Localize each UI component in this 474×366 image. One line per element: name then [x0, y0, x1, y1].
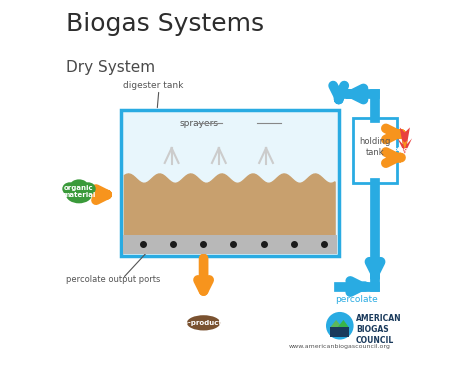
Bar — [123, 235, 337, 254]
Text: digester tank: digester tank — [123, 81, 183, 90]
Ellipse shape — [66, 186, 92, 203]
Polygon shape — [337, 320, 350, 328]
Ellipse shape — [187, 315, 220, 330]
Text: AMERICAN
BIOGAS
COUNCIL: AMERICAN BIOGAS COUNCIL — [356, 314, 401, 345]
Text: sprayers: sprayers — [180, 119, 219, 128]
Circle shape — [326, 312, 354, 340]
Text: organic
material: organic material — [62, 185, 96, 198]
Polygon shape — [330, 320, 342, 327]
Polygon shape — [402, 140, 408, 149]
Ellipse shape — [70, 179, 88, 191]
Text: percolate output ports: percolate output ports — [66, 275, 161, 284]
Text: holding
tank: holding tank — [359, 137, 391, 157]
Bar — [330, 327, 349, 337]
Ellipse shape — [62, 182, 78, 195]
Polygon shape — [124, 174, 335, 249]
Text: Dry System: Dry System — [66, 60, 155, 75]
Text: co-products: co-products — [180, 320, 227, 326]
Text: www.americanbiogascouncil.org: www.americanbiogascouncil.org — [289, 344, 391, 349]
Text: Biogas Systems: Biogas Systems — [66, 12, 264, 36]
Ellipse shape — [81, 182, 96, 195]
Polygon shape — [398, 127, 412, 154]
FancyBboxPatch shape — [353, 117, 397, 183]
Text: biogas: biogas — [393, 147, 416, 152]
Text: percolate: percolate — [336, 295, 378, 303]
FancyBboxPatch shape — [121, 111, 339, 255]
